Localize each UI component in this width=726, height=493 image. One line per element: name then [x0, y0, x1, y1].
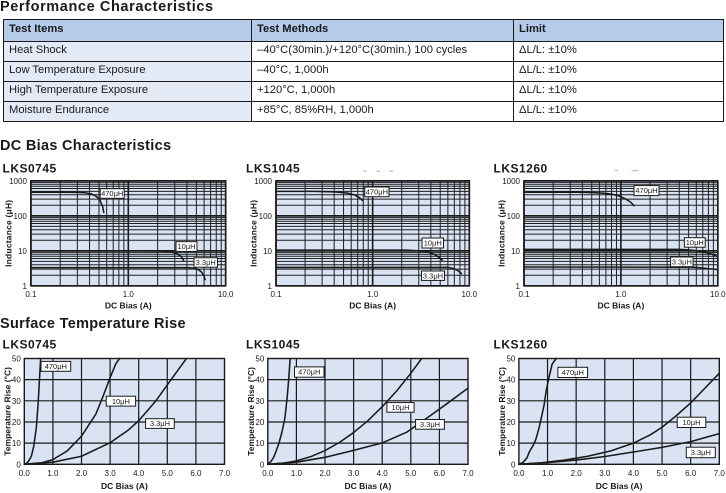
svg-text:40: 40 [12, 376, 21, 385]
svg-text:Temperature Rise (°C): Temperature Rise (°C) [497, 367, 507, 456]
svg-text:DC Bias (A): DC Bias (A) [345, 481, 392, 491]
svg-text:3.3μH: 3.3μH [196, 258, 216, 267]
svg-text:3.3μH: 3.3μH [150, 419, 170, 428]
svg-text:Temperature Rise (°C): Temperature Rise (°C) [246, 367, 256, 456]
svg-text:4.0: 4.0 [628, 469, 640, 478]
svg-text:1000: 1000 [502, 177, 520, 186]
svg-text:LKS1045: LKS1045 [246, 162, 300, 176]
svg-text:100: 100 [14, 212, 28, 221]
svg-text:10: 10 [511, 247, 520, 256]
svg-text:40: 40 [255, 376, 264, 385]
svg-text:1000: 1000 [9, 177, 27, 186]
svg-text:10μH: 10μH [177, 242, 195, 251]
svg-text:0: 0 [511, 460, 516, 469]
svg-text:DC Bias (A): DC Bias (A) [596, 481, 643, 491]
svg-text:DC Bias (A): DC Bias (A) [349, 300, 396, 310]
svg-text:20: 20 [255, 418, 264, 427]
svg-text:10μH: 10μH [112, 397, 130, 406]
svg-text:DC Bias (A): DC Bias (A) [101, 481, 148, 491]
svg-text:5.0: 5.0 [162, 469, 174, 478]
svg-text:1.0: 1.0 [367, 290, 379, 299]
svg-text:0.1: 0.1 [518, 290, 530, 299]
svg-text:6.0: 6.0 [685, 469, 697, 478]
svg-text:50: 50 [506, 355, 515, 364]
svg-text:50: 50 [255, 355, 264, 364]
svg-text:LKS1045: LKS1045 [246, 338, 300, 352]
svg-text:2.0: 2.0 [571, 469, 583, 478]
svg-text:1.0: 1.0 [47, 469, 59, 478]
svg-text:4.0: 4.0 [133, 469, 145, 478]
svg-text:7.0: 7.0 [714, 469, 726, 478]
svg-text:0.1: 0.1 [270, 290, 282, 299]
svg-text:1000: 1000 [254, 177, 272, 186]
svg-text:470μH: 470μH [635, 186, 657, 195]
svg-text:10μH: 10μH [682, 418, 700, 427]
svg-text:LKS1260: LKS1260 [494, 338, 548, 352]
svg-text:0.1: 0.1 [25, 290, 37, 299]
svg-text:Temperature Rise (°C): Temperature Rise (°C) [2, 367, 12, 456]
svg-text:10μH: 10μH [424, 239, 442, 248]
svg-text:DC Bias (A): DC Bias (A) [105, 300, 152, 310]
svg-text:6.0: 6.0 [434, 469, 446, 478]
svg-text:10: 10 [12, 439, 21, 448]
svg-text:LKS0745: LKS0745 [3, 162, 57, 176]
svg-text:20: 20 [12, 418, 21, 427]
svg-text:470μH: 470μH [366, 187, 388, 196]
svg-text:7.0: 7.0 [462, 469, 474, 478]
svg-text:10: 10 [263, 247, 272, 256]
svg-text:3.3μH: 3.3μH [420, 420, 440, 429]
svg-text:30: 30 [12, 397, 21, 406]
svg-text:30: 30 [506, 397, 515, 406]
svg-text:10.0: 10.0 [710, 290, 726, 299]
svg-text:100: 100 [259, 212, 273, 221]
svg-text:10: 10 [506, 439, 515, 448]
svg-text:10.0: 10.0 [462, 290, 478, 299]
svg-text:1.0: 1.0 [123, 290, 135, 299]
svg-text:40: 40 [506, 376, 515, 385]
svg-text:DC Bias (A): DC Bias (A) [598, 300, 645, 310]
svg-text:3.3μH: 3.3μH [423, 271, 443, 280]
svg-text:1.0: 1.0 [542, 469, 554, 478]
svg-text:20: 20 [506, 418, 515, 427]
svg-text:0: 0 [16, 460, 21, 469]
svg-text:2.0: 2.0 [76, 469, 88, 478]
svg-text:7.0: 7.0 [219, 469, 231, 478]
svg-text:10μH: 10μH [686, 238, 704, 247]
svg-text:2.0: 2.0 [319, 469, 331, 478]
svg-text:Inductance (μH): Inductance (μH) [497, 200, 507, 267]
svg-text:1: 1 [22, 282, 27, 291]
svg-text:3.0: 3.0 [348, 469, 360, 478]
svg-text:3.3μH: 3.3μH [691, 448, 711, 457]
svg-text:LKS0745: LKS0745 [3, 338, 57, 352]
svg-text:10μH: 10μH [391, 403, 409, 412]
svg-text:6.0: 6.0 [190, 469, 202, 478]
svg-text:0.0: 0.0 [19, 469, 31, 478]
svg-text:100: 100 [507, 212, 521, 221]
svg-text:3.0: 3.0 [105, 469, 117, 478]
svg-text:470μH: 470μH [101, 189, 123, 198]
svg-text:LKS1260: LKS1260 [494, 162, 548, 176]
svg-text:10: 10 [18, 247, 27, 256]
svg-text:1: 1 [268, 282, 273, 291]
svg-text:10.0: 10.0 [218, 290, 234, 299]
svg-text:470μH: 470μH [298, 368, 320, 377]
svg-text:30: 30 [255, 397, 264, 406]
svg-text:3.0: 3.0 [599, 469, 611, 478]
svg-text:470μH: 470μH [562, 368, 584, 377]
svg-text:0.0: 0.0 [513, 469, 525, 478]
svg-text:Inductance (μH): Inductance (μH) [3, 200, 13, 267]
svg-text:1: 1 [516, 282, 521, 291]
svg-text:0.0: 0.0 [262, 469, 274, 478]
svg-text:1.0: 1.0 [291, 469, 303, 478]
svg-text:470μH: 470μH [45, 362, 67, 371]
svg-text:Inductance (μH): Inductance (μH) [249, 200, 259, 267]
svg-text:5.0: 5.0 [656, 469, 668, 478]
svg-text:50: 50 [12, 355, 21, 364]
svg-text:3.3μH: 3.3μH [672, 257, 692, 266]
svg-text:1.0: 1.0 [615, 290, 627, 299]
svg-text:4.0: 4.0 [377, 469, 389, 478]
svg-text:0: 0 [260, 460, 265, 469]
svg-text:5.0: 5.0 [405, 469, 417, 478]
svg-text:10: 10 [255, 439, 264, 448]
